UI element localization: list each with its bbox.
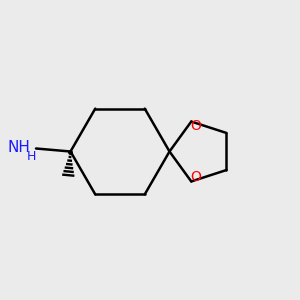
Text: O: O: [190, 119, 201, 133]
Text: NH: NH: [8, 140, 31, 154]
Text: H: H: [27, 150, 36, 164]
Text: O: O: [190, 170, 201, 184]
